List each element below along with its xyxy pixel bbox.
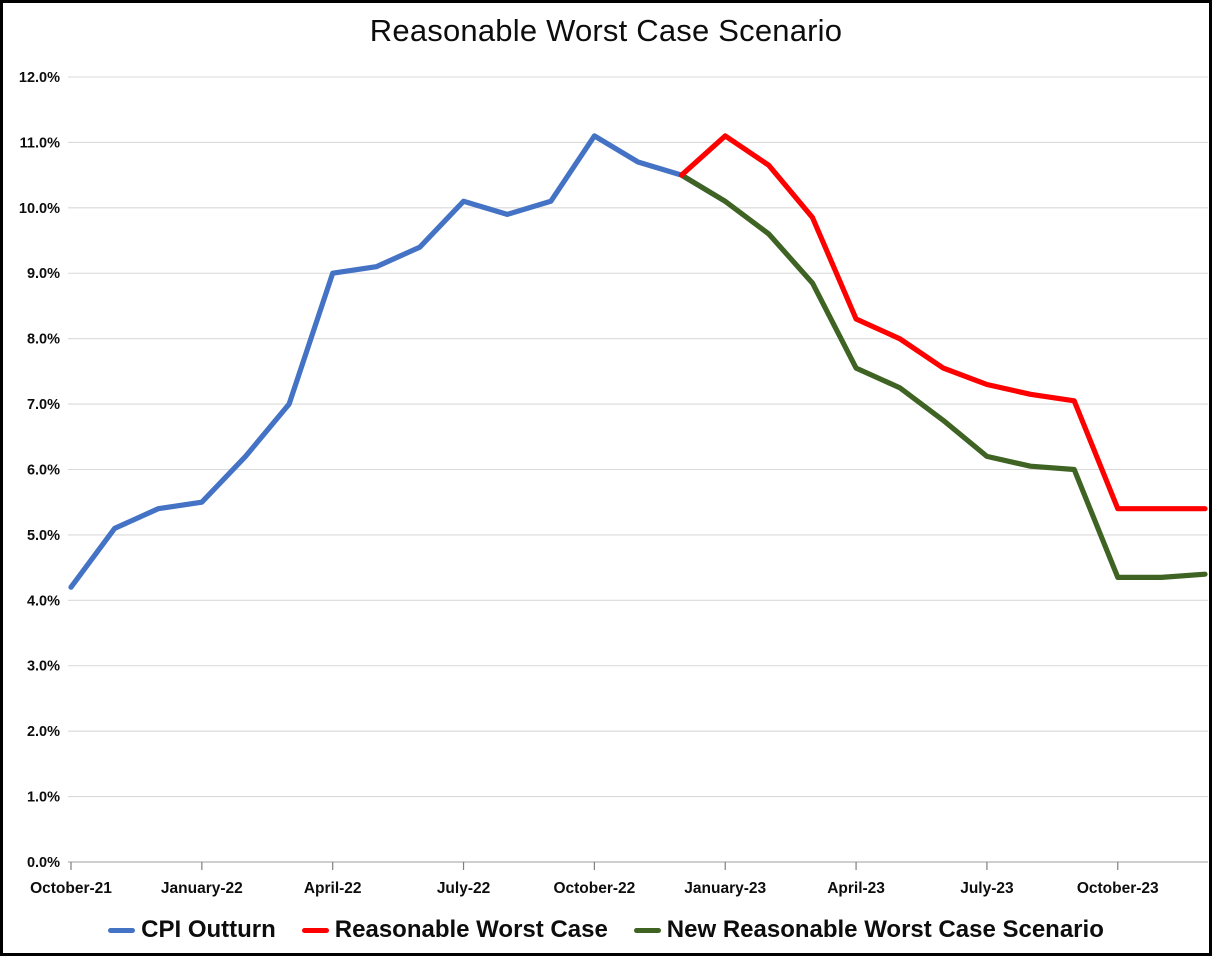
x-axis-tick-label: January-23 bbox=[684, 880, 766, 897]
y-axis-tick-label: 6.0% bbox=[27, 462, 60, 478]
y-axis-tick-label: 1.0% bbox=[27, 790, 60, 806]
legend-item-cpi-outturn: CPI Outturn bbox=[108, 916, 276, 944]
y-axis-tick-label: 0.0% bbox=[27, 855, 60, 871]
series-line-new-reasonable-worst-case-scenario bbox=[678, 172, 1208, 581]
y-axis-tick-label: 5.0% bbox=[27, 528, 60, 544]
x-axis-tick-label: April-22 bbox=[304, 880, 362, 897]
y-axis-tick-label: 4.0% bbox=[27, 593, 60, 609]
y-axis-tick-label: 7.0% bbox=[27, 397, 60, 413]
chart-title: Reasonable Worst Case Scenario bbox=[369, 13, 843, 48]
x-axis-tick-label: January-22 bbox=[161, 880, 243, 897]
x-axis-tick-label: October-22 bbox=[553, 880, 635, 897]
x-axis-tick-label: July-22 bbox=[437, 880, 490, 897]
legend-item-new-reasonable-worst-case-scenario: New Reasonable Worst Case Scenario bbox=[633, 916, 1104, 944]
chart-legend: CPI Outturn Reasonable Worst Case New Re… bbox=[3, 909, 1209, 951]
legend-dash-icon bbox=[108, 927, 136, 933]
legend-label: Reasonable Worst Case bbox=[334, 916, 608, 943]
legend-item-reasonable-worst-case: Reasonable Worst Case bbox=[301, 916, 608, 944]
x-axis-tick-label: April-23 bbox=[827, 880, 885, 897]
legend-label: CPI Outturn bbox=[141, 916, 276, 943]
y-axis-tick-label: 9.0% bbox=[27, 266, 60, 282]
y-axis-tick-label: 10.0% bbox=[19, 201, 60, 217]
x-axis-tick-label: October-23 bbox=[1077, 880, 1159, 897]
series-line-reasonable-worst-case bbox=[678, 133, 1208, 512]
legend-dash-icon bbox=[301, 927, 329, 933]
y-axis-tick-label: 12.0% bbox=[19, 70, 60, 86]
x-axis-tick-label: July-23 bbox=[960, 880, 1014, 897]
y-axis-tick-label: 3.0% bbox=[27, 659, 60, 675]
x-axis-tick-label: October-21 bbox=[30, 880, 112, 897]
y-axis-tick-label: 2.0% bbox=[27, 724, 60, 740]
line-chart: 0.0% 1.0% 2.0% 3.0% 4.0% 5.0% 6.0% 7.0% 8.0% 9.0%… bbox=[19, 70, 1208, 897]
legend-dash-icon bbox=[633, 927, 661, 933]
series-line-cpi-outturn bbox=[68, 133, 728, 590]
y-axis-tick-label: 8.0% bbox=[27, 332, 60, 348]
y-axis-tick-label: 11.0% bbox=[20, 135, 60, 151]
legend-label: New Reasonable Worst Case Scenario bbox=[666, 916, 1104, 943]
